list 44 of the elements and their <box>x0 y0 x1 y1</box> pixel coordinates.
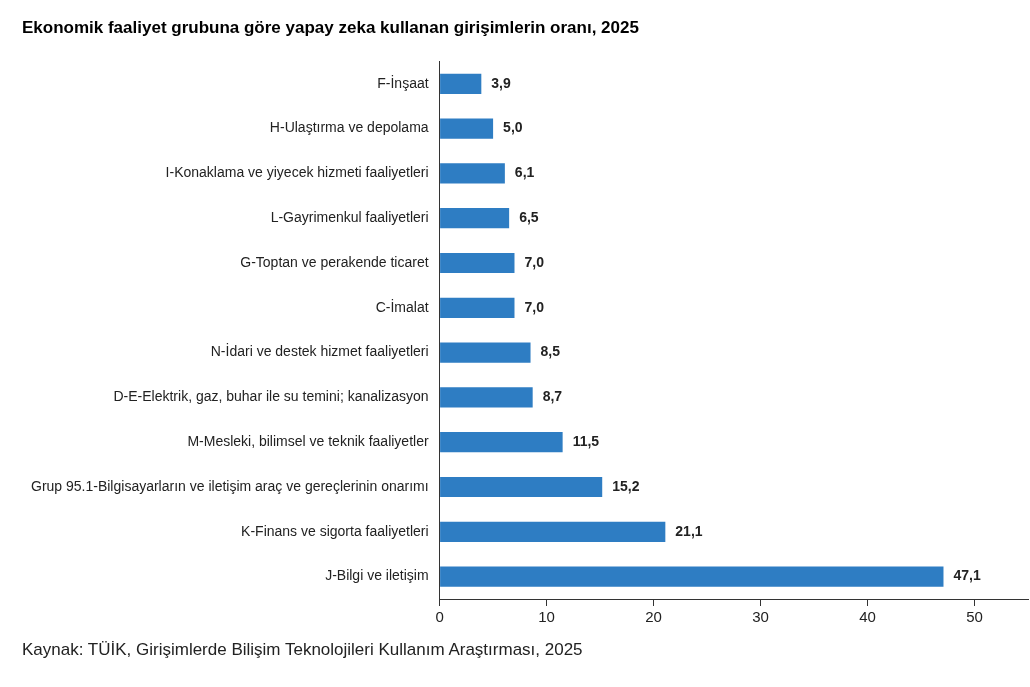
y-tick-label: F-İnşaat <box>377 73 429 91</box>
y-tick-label: N-İdari ve destek hizmet faaliyetleri <box>210 342 429 360</box>
y-tick-label: C-İmalat <box>375 297 429 315</box>
data-label: 5,0 <box>503 119 523 136</box>
bar <box>440 297 515 318</box>
data-label: 21,1 <box>675 522 703 539</box>
y-tick-label: D-E-Elektrik, gaz, buhar ile su temini; kanalizasyon <box>113 388 429 405</box>
data-label: 8,5 <box>540 343 561 360</box>
data-label: 7,0 <box>524 298 545 315</box>
y-tick-label: K-Finans ve sigorta faaliyetleri <box>241 522 429 539</box>
bar <box>440 342 531 363</box>
y-tick-label: M-Mesleki, bilimsel ve teknik faaliyetler <box>187 433 429 450</box>
x-tick-label: 40 <box>859 608 876 626</box>
data-label: 15,2 <box>612 477 640 494</box>
bar <box>440 476 603 498</box>
bar <box>440 387 533 408</box>
y-tick-label: L-Gayrimenkul faaliyetleri <box>270 209 429 226</box>
data-label: 47,1 <box>953 567 981 584</box>
x-tick-label: 30 <box>752 608 769 626</box>
chart-title: Ekonomik faaliyet grubuna göre yapay zeka kullanan girişimlerin oranı, 2025 <box>22 18 639 38</box>
bar <box>440 163 505 184</box>
data-label: 6,1 <box>514 164 535 181</box>
bar <box>440 432 563 453</box>
data-label: 8,7 <box>542 388 563 405</box>
data-label: 7,0 <box>524 253 545 270</box>
x-tick-label: 10 <box>538 608 555 626</box>
data-label: 3,9 <box>491 74 511 91</box>
y-tick-label: J-Bilgi ve iletişim <box>325 567 429 584</box>
data-label: 11,5 <box>572 433 600 450</box>
x-tick-label: 50 <box>966 608 983 626</box>
bar <box>440 208 510 229</box>
bar <box>440 118 494 139</box>
data-label: 6,5 <box>519 209 539 226</box>
bar <box>440 252 515 274</box>
x-tick-label: 20 <box>645 608 662 626</box>
bar <box>440 566 944 587</box>
text: Kaynak: TÜİK, Girişimlerde Bilişim Teknolojileri Kullanım Araştırması, 2025 <box>22 640 583 660</box>
y-tick-label: I-Konaklama ve yiyecek hizmeti faaliyetleri <box>165 164 429 181</box>
x-tick-label: 0 <box>435 608 444 626</box>
bar <box>440 521 666 542</box>
y-tick-label: G-Toptan ve perakende ticaret <box>240 253 429 270</box>
y-tick-label: H-Ulaştırma ve depolama <box>269 119 429 136</box>
y-tick-label: Grup 95.1-Bilgisayarların ve iletişim araç ve gereçlerinin onarımı <box>31 477 429 494</box>
bar <box>440 73 482 94</box>
